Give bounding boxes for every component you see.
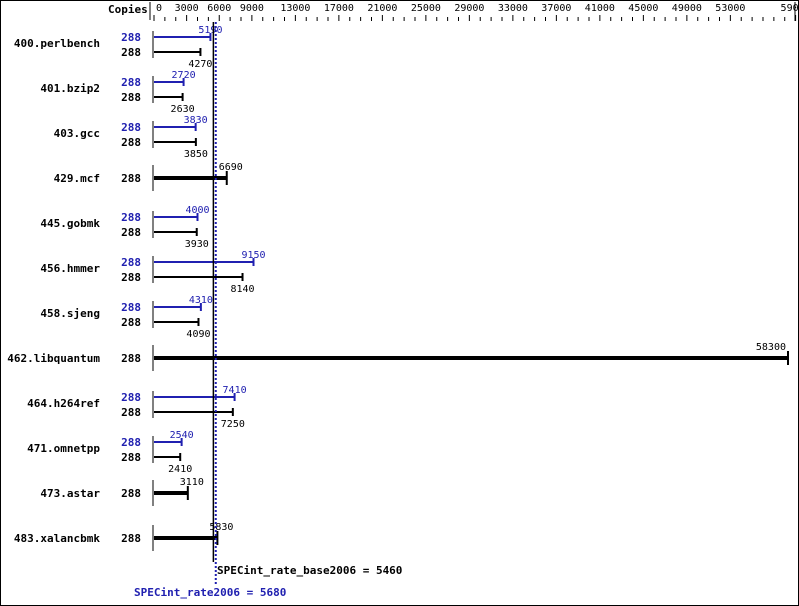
base-copies: 288 — [121, 271, 141, 284]
base-value-label: 5830 — [209, 522, 233, 533]
base-copies: 288 — [121, 46, 141, 59]
peak-value-label: 7410 — [223, 385, 247, 396]
base-copies: 288 — [121, 352, 141, 365]
x-tick-label: 13000 — [280, 3, 310, 14]
base-value-label: 58300 — [756, 342, 786, 353]
base-copies: 288 — [121, 532, 141, 545]
base-value-label: 3110 — [180, 477, 204, 488]
base-copies: 288 — [121, 451, 141, 464]
base-value-label: 2630 — [171, 104, 195, 115]
base-copies: 288 — [121, 136, 141, 149]
base-value-label: 4090 — [186, 329, 210, 340]
x-tick-label: 33000 — [498, 3, 528, 14]
base-copies: 288 — [121, 487, 141, 500]
peak-copies: 288 — [121, 391, 141, 404]
benchmark-label: 429.mcf — [54, 172, 100, 185]
benchmark-label: 462.libquantum — [7, 352, 100, 365]
x-tick-label: 3000 — [175, 3, 199, 14]
base-copies: 288 — [121, 406, 141, 419]
peak-value-label: 2540 — [170, 430, 194, 441]
peak-value-label: 4000 — [185, 205, 209, 216]
x-tick-label: 45000 — [628, 3, 658, 14]
peak-copies: 288 — [121, 121, 141, 134]
benchmark-label: 458.sjeng — [40, 307, 100, 320]
x-tick-label: 25000 — [411, 3, 441, 14]
x-tick-label: 21000 — [367, 3, 397, 14]
base-value-label: 2410 — [168, 464, 192, 475]
peak-value-label: 4310 — [189, 295, 213, 306]
peak-metric-label: SPECint_rate2006 = 5680 — [134, 586, 286, 599]
benchmark-label: 473.astar — [40, 487, 100, 500]
base-value-label: 6690 — [219, 162, 243, 173]
peak-value-label: 9150 — [241, 250, 265, 261]
x-tick-label: 41000 — [585, 3, 615, 14]
benchmark-label: 401.bzip2 — [40, 82, 100, 95]
peak-copies: 288 — [121, 436, 141, 449]
x-tick-label: 6000 — [207, 3, 231, 14]
base-metric-label: SPECint_rate_base2006 = 5460 — [217, 564, 402, 577]
benchmark-label: 464.h264ref — [27, 397, 100, 410]
x-tick-label: 17000 — [324, 3, 354, 14]
peak-copies: 288 — [121, 76, 141, 89]
benchmark-label: 471.omnetpp — [27, 442, 100, 455]
peak-value-label: 2720 — [172, 70, 196, 81]
peak-copies: 288 — [121, 211, 141, 224]
benchmark-label: 483.xalancbmk — [14, 532, 100, 545]
benchmark-label: 403.gcc — [54, 127, 100, 140]
x-tick-label: 53000 — [715, 3, 745, 14]
benchmark-label: 400.perlbench — [14, 37, 100, 50]
x-tick-label: 9000 — [240, 3, 264, 14]
peak-copies: 288 — [121, 256, 141, 269]
base-copies: 288 — [121, 226, 141, 239]
x-tick-label: 49000 — [672, 3, 702, 14]
base-copies: 288 — [121, 316, 141, 329]
benchmark-label: 456.hmmer — [40, 262, 100, 275]
base-value-label: 3850 — [184, 149, 208, 160]
base-value-label: 8140 — [230, 284, 254, 295]
copies-header: Copies — [108, 3, 148, 16]
x-tick-label: 37000 — [541, 3, 571, 14]
x-tick-label: 59000 — [781, 3, 799, 14]
base-copies: 288 — [121, 91, 141, 104]
benchmark-label: 445.gobmk — [40, 217, 100, 230]
base-value-label: 3930 — [185, 239, 209, 250]
peak-value-label: 3830 — [184, 115, 208, 126]
x-tick-label: 0 — [156, 3, 162, 14]
peak-value-label: 5190 — [198, 25, 222, 36]
base-value-label: 4270 — [188, 59, 212, 70]
peak-copies: 288 — [121, 301, 141, 314]
peak-copies: 288 — [121, 31, 141, 44]
base-copies: 288 — [121, 172, 141, 185]
x-tick-label: 29000 — [454, 3, 484, 14]
base-value-label: 7250 — [221, 419, 245, 430]
